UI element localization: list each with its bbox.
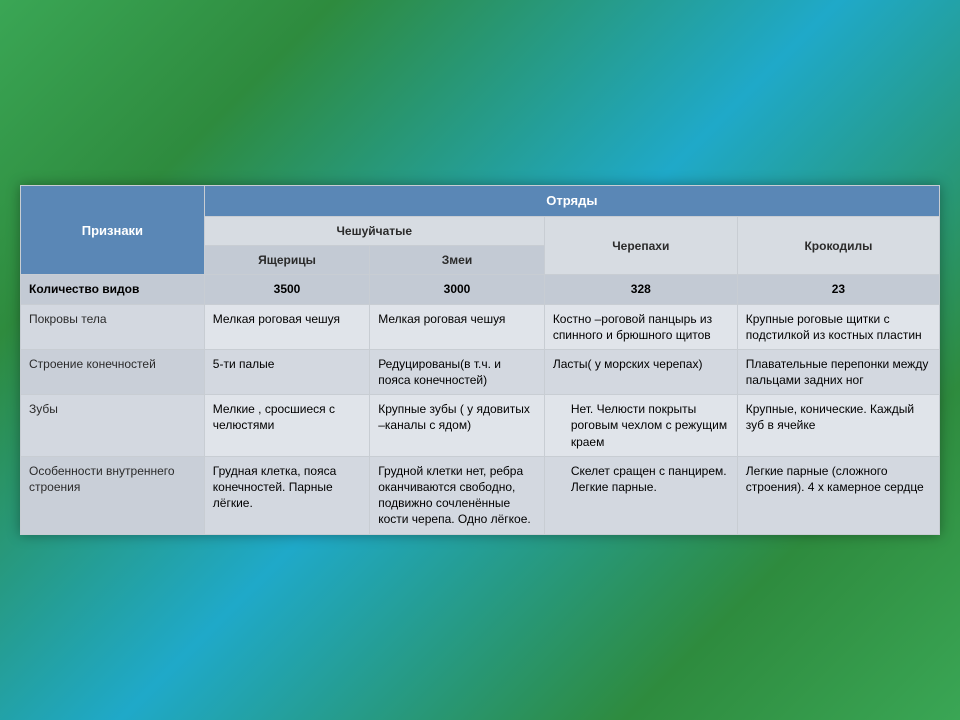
limbs-crocs: Плавательные перепонки между пальцами за… xyxy=(737,349,939,394)
table-frame: Признаки Отряды Чешуйчатые Черепахи Крок… xyxy=(20,185,940,534)
count-turtles: 328 xyxy=(544,275,737,304)
row-body-cover: Покровы тела Мелкая роговая чешуя Мелкая… xyxy=(21,304,940,349)
col-lizards: Ящерицы xyxy=(204,246,369,275)
cover-crocs: Крупные роговые щитки с подстилкой из ко… xyxy=(737,304,939,349)
label-count: Количество видов xyxy=(21,275,205,304)
teeth-snakes: Крупные зубы ( у ядовитых –каналы с ядом… xyxy=(370,395,545,457)
internal-turtles: Скелет сращен с панцирем. Легкие парные. xyxy=(544,456,737,534)
label-limbs: Строение конечностей xyxy=(21,349,205,394)
cover-turtles: Костно –роговой панцырь из спинного и бр… xyxy=(544,304,737,349)
label-cover: Покровы тела xyxy=(21,304,205,349)
col-orders: Отряды xyxy=(204,186,939,217)
cover-lizards: Мелкая роговая чешуя xyxy=(204,304,369,349)
count-crocs: 23 xyxy=(737,275,939,304)
internal-crocs: Легкие парные (сложного строения). 4 х к… xyxy=(737,456,939,534)
count-snakes: 3000 xyxy=(370,275,545,304)
teeth-lizards: Мелкие , сросшиеся с челюстями xyxy=(204,395,369,457)
col-turtles: Черепахи xyxy=(544,216,737,274)
col-snakes: Змеи xyxy=(370,246,545,275)
col-crocs: Крокодилы xyxy=(737,216,939,274)
teeth-crocs: Крупные, конические. Каждый зуб в ячейке xyxy=(737,395,939,457)
label-teeth: Зубы xyxy=(21,395,205,457)
cover-snakes: Мелкая роговая чешуя xyxy=(370,304,545,349)
row-limbs: Строение конечностей 5-ти палые Редуциро… xyxy=(21,349,940,394)
count-lizards: 3500 xyxy=(204,275,369,304)
col-features: Признаки xyxy=(21,186,205,275)
label-internal: Особенности внутреннего строения xyxy=(21,456,205,534)
col-squamata: Чешуйчатые xyxy=(204,216,544,245)
limbs-lizards: 5-ти палые xyxy=(204,349,369,394)
teeth-turtles: Нет. Челюсти покрыты роговым чехлом с ре… xyxy=(544,395,737,457)
limbs-snakes: Редуцированы(в т.ч. и пояса конечностей) xyxy=(370,349,545,394)
row-species-count: Количество видов 3500 3000 328 23 xyxy=(21,275,940,304)
internal-lizards: Грудная клетка, пояса конечностей. Парны… xyxy=(204,456,369,534)
limbs-turtles: Ласты( у морских черепах) xyxy=(544,349,737,394)
reptile-orders-table: Признаки Отряды Чешуйчатые Черепахи Крок… xyxy=(20,185,940,534)
row-internal: Особенности внутреннего строения Грудная… xyxy=(21,456,940,534)
internal-snakes: Грудной клетки нет, ребра оканчиваются с… xyxy=(370,456,545,534)
row-teeth: Зубы Мелкие , сросшиеся с челюстями Круп… xyxy=(21,395,940,457)
